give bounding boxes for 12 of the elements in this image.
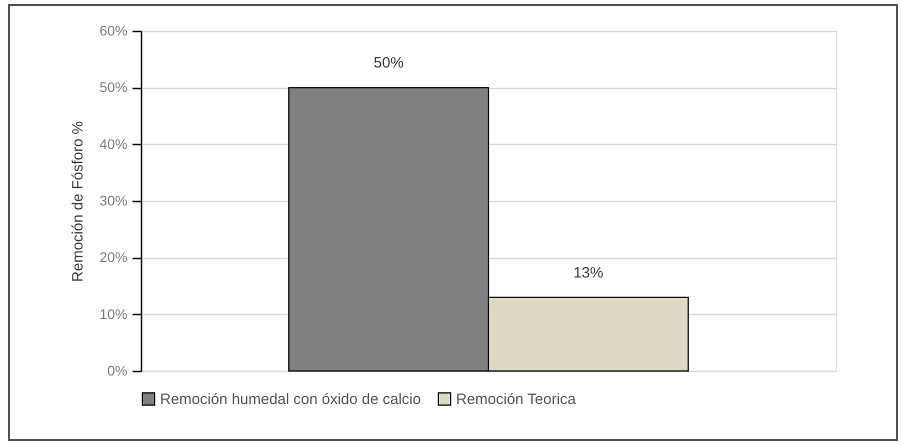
y-tick-label: 10% <box>99 306 128 322</box>
legend-label: Remoción humedal con óxido de calcio <box>160 390 421 408</box>
y-tick-label: 60% <box>99 22 128 38</box>
data-label: 13% <box>573 264 604 282</box>
y-tick-label: 30% <box>99 192 128 208</box>
y-axis-title: Remoción de Fósforo % <box>69 121 86 282</box>
y-tick-label: 50% <box>99 79 128 96</box>
y-tick-label: 0% <box>107 362 128 378</box>
y-tick-label: 40% <box>99 136 128 152</box>
y-tick-label: 20% <box>99 249 128 266</box>
legend-label: Remoción Teorica <box>456 390 576 408</box>
data-label: 50% <box>374 54 404 72</box>
